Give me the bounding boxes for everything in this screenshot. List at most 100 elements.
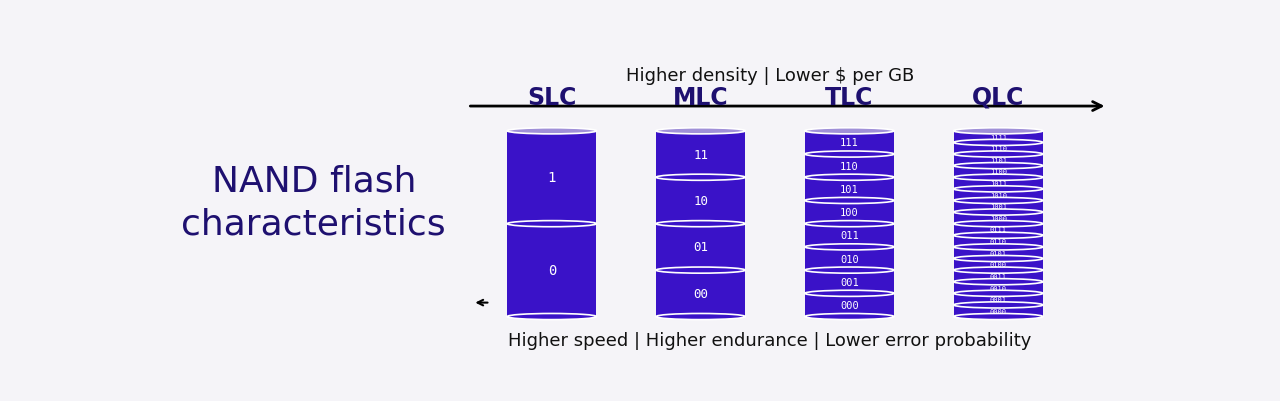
Ellipse shape xyxy=(507,221,596,227)
Ellipse shape xyxy=(954,279,1043,285)
Ellipse shape xyxy=(954,244,1043,250)
Polygon shape xyxy=(657,132,745,178)
Ellipse shape xyxy=(507,128,596,135)
Text: 1000: 1000 xyxy=(989,215,1007,221)
Text: 0000: 0000 xyxy=(989,308,1007,314)
Text: 0011: 0011 xyxy=(989,273,1007,279)
Text: 010: 010 xyxy=(840,254,859,264)
Text: 000: 000 xyxy=(840,300,859,310)
Polygon shape xyxy=(954,132,1043,143)
Polygon shape xyxy=(954,247,1043,259)
Ellipse shape xyxy=(657,267,745,273)
Polygon shape xyxy=(954,270,1043,282)
Polygon shape xyxy=(507,132,596,224)
Polygon shape xyxy=(805,270,895,294)
Polygon shape xyxy=(657,270,745,317)
Polygon shape xyxy=(805,155,895,178)
Polygon shape xyxy=(954,305,1043,317)
Polygon shape xyxy=(805,178,895,201)
Ellipse shape xyxy=(954,163,1043,169)
Ellipse shape xyxy=(954,140,1043,146)
Text: 0100: 0100 xyxy=(989,261,1007,267)
Text: 1110: 1110 xyxy=(989,146,1007,152)
Text: Higher speed | Higher endurance | Lower error probability: Higher speed | Higher endurance | Lower … xyxy=(508,331,1032,349)
Ellipse shape xyxy=(657,175,745,181)
Polygon shape xyxy=(657,224,745,270)
Text: 0: 0 xyxy=(548,263,556,277)
Ellipse shape xyxy=(805,291,893,297)
Text: 10: 10 xyxy=(694,194,708,207)
Ellipse shape xyxy=(954,209,1043,216)
Ellipse shape xyxy=(954,291,1043,297)
Ellipse shape xyxy=(805,152,893,158)
Text: 001: 001 xyxy=(840,277,859,287)
Ellipse shape xyxy=(805,267,893,273)
Polygon shape xyxy=(805,247,895,270)
Text: 1001: 1001 xyxy=(989,204,1007,210)
Ellipse shape xyxy=(954,267,1043,273)
Polygon shape xyxy=(954,213,1043,224)
Text: 101: 101 xyxy=(840,184,859,194)
Polygon shape xyxy=(954,143,1043,155)
Ellipse shape xyxy=(805,198,893,204)
Text: QLC: QLC xyxy=(972,85,1024,109)
Ellipse shape xyxy=(954,221,1043,227)
Text: 110: 110 xyxy=(840,161,859,171)
Polygon shape xyxy=(954,282,1043,294)
Polygon shape xyxy=(954,189,1043,201)
Ellipse shape xyxy=(805,244,893,250)
Text: 0001: 0001 xyxy=(989,296,1007,302)
Text: 100: 100 xyxy=(840,208,859,217)
Ellipse shape xyxy=(954,198,1043,204)
Ellipse shape xyxy=(954,186,1043,192)
Ellipse shape xyxy=(805,175,893,181)
Text: 01: 01 xyxy=(694,241,708,254)
Polygon shape xyxy=(954,224,1043,236)
Text: 1101: 1101 xyxy=(989,158,1007,164)
Text: SLC: SLC xyxy=(527,85,576,109)
Polygon shape xyxy=(805,132,895,155)
Text: MLC: MLC xyxy=(673,85,728,109)
Polygon shape xyxy=(657,178,745,224)
Text: 1100: 1100 xyxy=(989,169,1007,175)
Ellipse shape xyxy=(805,221,893,227)
Text: 1011: 1011 xyxy=(989,180,1007,186)
Polygon shape xyxy=(805,294,895,317)
Text: 0010: 0010 xyxy=(989,285,1007,291)
Text: 011: 011 xyxy=(840,231,859,241)
Polygon shape xyxy=(954,236,1043,247)
Ellipse shape xyxy=(657,314,745,320)
Text: 1111: 1111 xyxy=(989,134,1007,140)
Polygon shape xyxy=(954,166,1043,178)
Text: Higher density | Lower $ per GB: Higher density | Lower $ per GB xyxy=(626,67,914,85)
Text: 1010: 1010 xyxy=(989,192,1007,198)
Ellipse shape xyxy=(954,256,1043,262)
Ellipse shape xyxy=(954,233,1043,239)
Polygon shape xyxy=(805,201,895,224)
Text: 1: 1 xyxy=(548,171,556,185)
Text: TLC: TLC xyxy=(826,85,874,109)
Text: 0101: 0101 xyxy=(989,250,1007,256)
Ellipse shape xyxy=(657,128,745,135)
Ellipse shape xyxy=(954,175,1043,181)
Ellipse shape xyxy=(954,314,1043,320)
Text: 0110: 0110 xyxy=(989,239,1007,245)
Ellipse shape xyxy=(805,128,893,135)
Polygon shape xyxy=(805,224,895,247)
Polygon shape xyxy=(954,259,1043,270)
Text: 0111: 0111 xyxy=(989,227,1007,233)
Text: NAND flash
characteristics: NAND flash characteristics xyxy=(182,164,445,241)
Text: 00: 00 xyxy=(694,287,708,300)
Text: 111: 111 xyxy=(840,138,859,148)
Ellipse shape xyxy=(805,314,893,320)
Polygon shape xyxy=(954,201,1043,213)
Text: 11: 11 xyxy=(694,148,708,161)
Polygon shape xyxy=(954,178,1043,189)
Ellipse shape xyxy=(507,314,596,320)
Polygon shape xyxy=(507,224,596,317)
Ellipse shape xyxy=(954,128,1043,135)
Polygon shape xyxy=(954,155,1043,166)
Ellipse shape xyxy=(954,152,1043,158)
Polygon shape xyxy=(954,294,1043,305)
Ellipse shape xyxy=(954,302,1043,308)
